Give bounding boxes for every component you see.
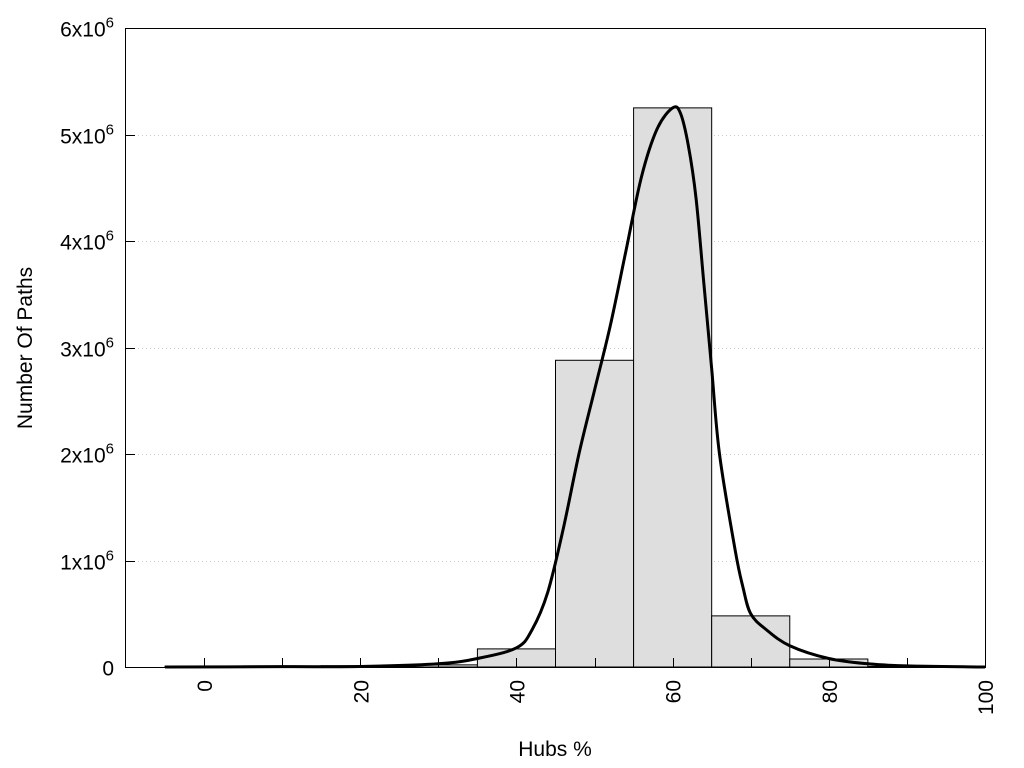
x-tick-label: 60 [663, 680, 686, 703]
density-curve [165, 105, 986, 669]
y-tick-label: 5x106 [60, 122, 114, 149]
x-tick-label: 20 [350, 680, 373, 703]
y-tick-label: 6x106 [60, 15, 114, 42]
x-tick-label: 80 [819, 680, 842, 703]
y-tick-label: 0 [102, 658, 114, 681]
histogram-bar [633, 107, 713, 668]
plot-frame [125, 28, 986, 668]
density-curve-group [165, 105, 986, 669]
axis-ticks [126, 28, 986, 668]
bars [164, 107, 947, 668]
x-tick-label: 0 [194, 680, 217, 692]
x-tick-label: 100 [975, 680, 998, 715]
x-tick-labels: 0 20 40 60 80 100 [194, 680, 998, 715]
y-tick-label: 1x106 [60, 548, 114, 575]
histogram-bar [711, 615, 791, 668]
x-axis-label: Hubs % [518, 738, 592, 761]
x-tick-label: 40 [506, 680, 529, 703]
y-tick-labels: 0 1x106 2x106 3x106 4x106 5x106 6x106 [60, 15, 114, 681]
y-axis-label: Number Of Paths [14, 267, 37, 429]
y-tick-label: 3x106 [60, 335, 114, 362]
y-tick-label: 4x106 [60, 228, 114, 255]
y-tick-label: 2x106 [60, 441, 114, 468]
